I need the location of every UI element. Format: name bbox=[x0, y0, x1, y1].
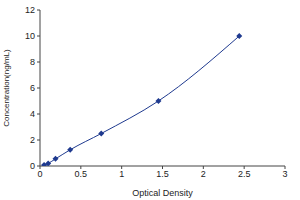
svg-text:12: 12 bbox=[25, 5, 35, 15]
svg-text:6: 6 bbox=[30, 83, 35, 93]
svg-text:0.5: 0.5 bbox=[75, 169, 88, 179]
svg-text:4: 4 bbox=[30, 109, 35, 119]
svg-text:2: 2 bbox=[30, 135, 35, 145]
svg-text:0: 0 bbox=[30, 161, 35, 171]
svg-text:1.5: 1.5 bbox=[156, 169, 169, 179]
svg-text:0: 0 bbox=[37, 169, 42, 179]
svg-text:2: 2 bbox=[201, 169, 206, 179]
svg-text:Optical Density: Optical Density bbox=[132, 188, 193, 198]
svg-text:10: 10 bbox=[25, 31, 35, 41]
svg-text:Concentration(ng/mL): Concentration(ng/mL) bbox=[8, 49, 11, 127]
svg-text:2.5: 2.5 bbox=[238, 169, 251, 179]
svg-text:3: 3 bbox=[282, 169, 287, 179]
svg-text:8: 8 bbox=[30, 57, 35, 67]
svg-text:1: 1 bbox=[119, 169, 124, 179]
